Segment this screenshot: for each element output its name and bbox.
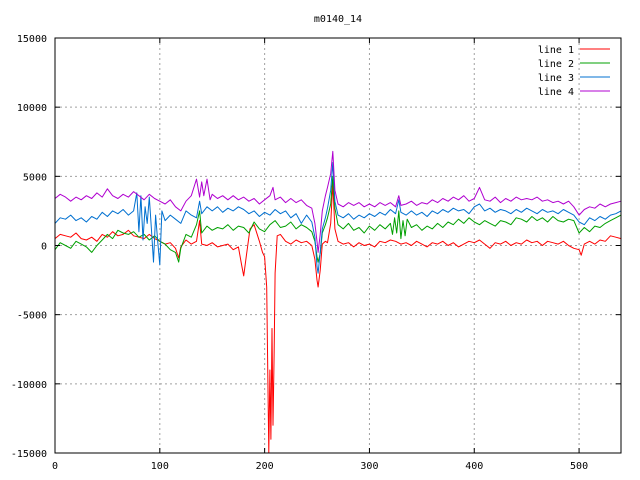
x-tick-label: 0 <box>52 461 58 472</box>
x-tick-label: 200 <box>256 461 274 472</box>
legend-label: line 4 <box>538 87 574 98</box>
series-line-3 <box>54 162 622 274</box>
y-tick-label: -5000 <box>17 311 47 322</box>
legend-label: line 3 <box>538 73 574 84</box>
series-line-4 <box>54 150 622 253</box>
y-tick-label: -15000 <box>11 449 47 460</box>
legend-label: line 2 <box>538 59 574 70</box>
y-tick-label: 5000 <box>23 172 47 183</box>
y-tick-label: 15000 <box>17 34 47 45</box>
x-tick-label: 400 <box>465 461 483 472</box>
grid <box>55 38 621 453</box>
series-line-1 <box>54 182 622 454</box>
x-tick-label: 300 <box>360 461 378 472</box>
series-layer <box>54 150 622 454</box>
chart-title: m0140_14 <box>314 14 362 25</box>
legend: line 1 line 2 line 3 line 4 <box>538 45 610 98</box>
x-tick-label: 100 <box>151 461 169 472</box>
y-tick-label: 0 <box>41 242 47 253</box>
legend-label: line 1 <box>538 45 574 56</box>
y-tick-label: -10000 <box>11 380 47 391</box>
axes: 0 100 200 300 400 500 -15000 -10000 -5000 0 5000 10… <box>11 34 621 472</box>
y-tick-label: 10000 <box>17 103 47 114</box>
x-tick-label: 500 <box>570 461 588 472</box>
